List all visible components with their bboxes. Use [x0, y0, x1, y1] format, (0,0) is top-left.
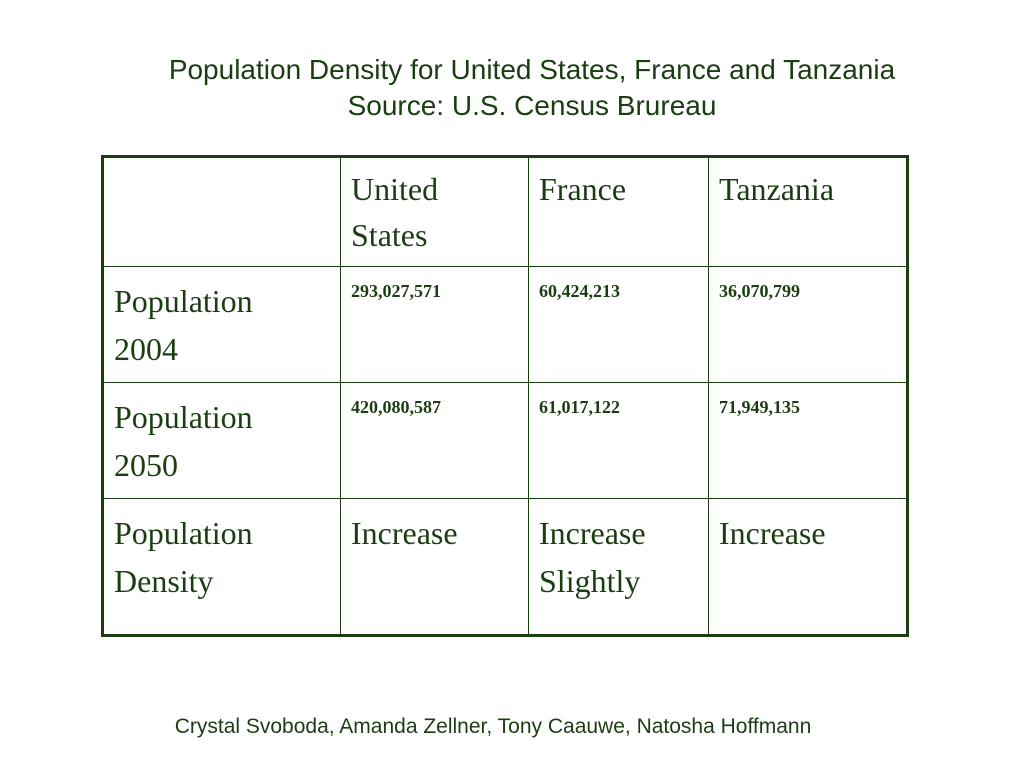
row-label-line: Density	[114, 563, 214, 599]
row-label-line: 2004	[114, 331, 178, 367]
table-row-population-2004: Population 2004 293,027,571 60,424,213 3…	[102, 266, 908, 383]
header-tanzania: Tanzania	[708, 156, 908, 267]
row-label: Population 2004	[102, 266, 341, 383]
table-row-population-2050: Population 2050 420,080,587 61,017,122 7…	[102, 382, 908, 499]
row-label-line: Population	[114, 283, 253, 319]
slide-subtitle-source: Source: U.S. Census Brureau	[347, 90, 717, 121]
cell-value: 60,424,213	[528, 266, 709, 383]
slide-title-line: Population Density for United States, Fr…	[168, 54, 896, 85]
header-label: France	[539, 171, 627, 207]
cell-value-line: Slightly	[539, 563, 641, 599]
population-density-table: United States France Tanzania Population…	[101, 155, 909, 637]
table-row-population-density: Population Density Increase Increase Sli…	[102, 498, 908, 636]
row-label: Population 2050	[102, 382, 341, 499]
slide-title: Population Density for United States, Fr…	[0, 52, 1024, 124]
cell-value: Increase	[708, 498, 908, 636]
header-label: United	[351, 171, 439, 207]
cell-value: 420,080,587	[340, 382, 529, 499]
row-label-line: 2050	[114, 447, 178, 483]
row-label-line: Population	[114, 399, 253, 435]
header-label: Tanzania	[719, 171, 835, 207]
header-label: States	[351, 217, 428, 253]
cell-value: 293,027,571	[340, 266, 529, 383]
cell-value: 36,070,799	[708, 266, 908, 383]
cell-value: 71,949,135	[708, 382, 908, 499]
table-header-row: United States France Tanzania	[102, 156, 908, 267]
cell-value-line: Increase	[351, 515, 458, 551]
row-label-line: Population	[114, 515, 253, 551]
cell-value: 61,017,122	[528, 382, 709, 499]
cell-value: Increase	[340, 498, 529, 636]
header-france: France	[528, 156, 709, 267]
row-label: Population Density	[102, 498, 341, 636]
header-united-states: United States	[340, 156, 529, 267]
table-corner-cell	[102, 156, 341, 267]
cell-value: Increase Slightly	[528, 498, 709, 636]
cell-value-line: Increase	[539, 515, 646, 551]
slide-footer-authors: Crystal Svoboda, Amanda Zellner, Tony Ca…	[174, 715, 812, 738]
cell-value-line: Increase	[719, 515, 826, 551]
